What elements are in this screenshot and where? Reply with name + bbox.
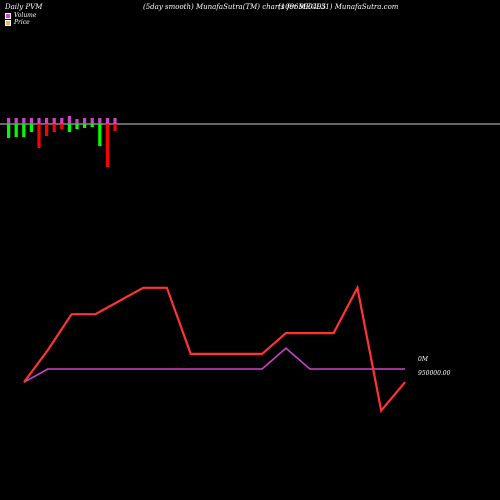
volume-bar-top [105, 118, 109, 124]
volume-bar-top [75, 119, 79, 124]
legend-price-label: Price [14, 19, 30, 26]
volume-bar-top [22, 118, 26, 124]
volume-bar [90, 124, 94, 127]
volume-bar [29, 124, 33, 132]
volume-bar [105, 124, 109, 167]
chart-title-left: Daily PVM [5, 3, 43, 11]
legend-price-swatch [5, 19, 11, 26]
volume-bar [113, 124, 117, 131]
price-axis-label: 950000.00 [418, 370, 451, 377]
volume-bar [98, 124, 102, 146]
legend-volume-swatch [5, 12, 11, 19]
volume-bar-top [90, 118, 94, 124]
volume-bar [7, 124, 11, 138]
chart-title-right: (1096MECL31) MunafaSutra.com [278, 3, 399, 11]
volume-bar [75, 124, 79, 129]
series-lines [23, 284, 406, 414]
volume-bar-top [67, 116, 71, 124]
volume-bar [37, 124, 41, 148]
volume-bar-top [113, 118, 117, 124]
legend-price: Price [5, 19, 30, 26]
legend-volume: Volume [5, 12, 36, 19]
volume-bar-top [52, 118, 56, 124]
volume-axis-label: 0M [418, 356, 428, 363]
legend-volume-label: Volume [14, 12, 37, 19]
volume-bars [7, 116, 117, 167]
volume-bar [60, 124, 64, 129]
volume-bar [14, 124, 18, 137]
volume-bar [45, 124, 49, 136]
volume-bar-top [98, 118, 102, 124]
volume-bar-top [45, 118, 49, 124]
volume-bar-top [14, 118, 18, 124]
volume-bar-top [37, 118, 41, 124]
chart-title-middle: (5day smooth) MunafaSutra(TM) charts for… [143, 3, 326, 11]
series-line-price [23, 284, 406, 414]
volume-bar [52, 124, 56, 132]
volume-bar [83, 124, 87, 128]
volume-bar [22, 124, 26, 137]
volume-bar [67, 124, 71, 132]
volume-bar-top [7, 118, 11, 124]
volume-bar-top [60, 118, 64, 124]
volume-bar-top [29, 118, 33, 124]
series-line-volume [23, 347, 405, 383]
volume-bar-top [83, 118, 87, 124]
